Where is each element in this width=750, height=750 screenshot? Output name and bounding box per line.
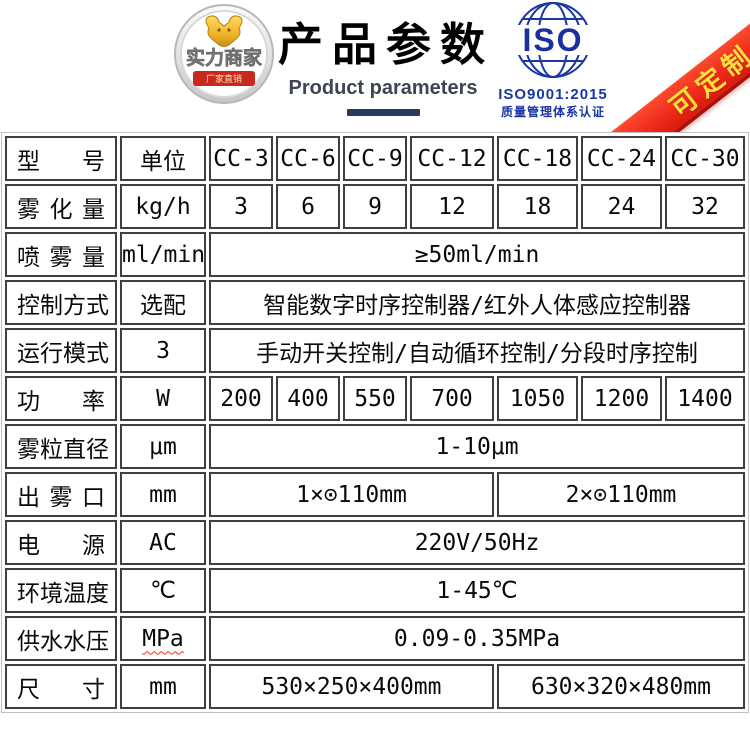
row-unit: MPa <box>120 616 206 661</box>
value-cell: 1200 <box>581 376 662 421</box>
row-label: 型号 <box>5 136 117 181</box>
row-label: 控制方式 <box>5 280 117 325</box>
row-label: 雾粒直径 <box>5 424 117 469</box>
product-spec-table: 型号 单位 CC-3 CC-6 CC-9 CC-12 CC-18 CC-24 C… <box>2 133 748 712</box>
row-unit: W <box>120 376 206 421</box>
value-cell: 32 <box>665 184 745 229</box>
value-cell: 12 <box>410 184 494 229</box>
row-unit: ℃ <box>120 568 206 613</box>
row-unit: mm <box>120 664 206 709</box>
row-unit-mpa: MPa <box>142 625 184 652</box>
row-label: 功率 <box>5 376 117 421</box>
row-model: 型号 单位 CC-3 CC-6 CC-9 CC-12 CC-18 CC-24 C… <box>5 136 745 181</box>
badge-banner-text: 厂家直销 <box>206 73 242 84</box>
value-cell: 400 <box>276 376 340 421</box>
merchant-badge: 实力商家 厂家直销 <box>168 2 280 106</box>
model-cell: CC-24 <box>581 136 662 181</box>
title-block: 产品参数 Product parameters <box>278 8 488 116</box>
value-cell: 9 <box>343 184 407 229</box>
value-cell: 1-45℃ <box>209 568 745 613</box>
row-unit: ml/min <box>120 232 206 277</box>
value-cell: 1050 <box>497 376 578 421</box>
row-unit: AC <box>120 520 206 565</box>
value-cell: 6 <box>276 184 340 229</box>
bull-icon <box>205 15 243 47</box>
row-unit: kg/h <box>120 184 206 229</box>
row-unit: 单位 <box>120 136 206 181</box>
value-cell: 1×⊙110mm <box>209 472 494 517</box>
row-unit: mm <box>120 472 206 517</box>
iso-globe-icon: ISO <box>513 2 593 78</box>
model-cell: CC-3 <box>209 136 273 181</box>
row-operation-mode: 运行模式 3 手动开关控制/自动循环控制/分段时序控制 <box>5 328 745 373</box>
value-cell: 1400 <box>665 376 745 421</box>
title-underline <box>346 109 420 116</box>
value-cell: 630×320×480mm <box>497 664 745 709</box>
iso-standard-text: ISO9001:2015 <box>498 86 608 103</box>
row-unit: 选配 <box>120 280 206 325</box>
row-dimensions: 尺寸 mm 530×250×400mm 630×320×480mm <box>5 664 745 709</box>
row-label: 出雾口 <box>5 472 117 517</box>
row-mist-diameter: 雾粒直径 μm 1-10μm <box>5 424 745 469</box>
row-power: 功率 W 200 400 550 700 1050 1200 1400 <box>5 376 745 421</box>
row-label: 雾化量 <box>5 184 117 229</box>
value-cell: 220V/50Hz <box>209 520 745 565</box>
row-label: 电源 <box>5 520 117 565</box>
model-cell: CC-9 <box>343 136 407 181</box>
page-title: 产品参数 <box>278 19 495 70</box>
medal-icon: 实力商家 厂家直销 <box>174 4 274 104</box>
badge-main-text: 实力商家 <box>186 46 263 69</box>
row-ambient-temperature: 环境温度 ℃ 1-45℃ <box>5 568 745 613</box>
value-cell: 3 <box>209 184 273 229</box>
page-subtitle: Product parameters <box>288 77 478 99</box>
row-mist-outlet: 出雾口 mm 1×⊙110mm 2×⊙110mm <box>5 472 745 517</box>
value-cell: 200 <box>209 376 273 421</box>
value-cell: 550 <box>343 376 407 421</box>
model-cell: CC-12 <box>410 136 494 181</box>
model-cell: CC-18 <box>497 136 578 181</box>
row-label: 喷雾量 <box>5 232 117 277</box>
row-water-pressure: 供水水压 MPa 0.09-0.35MPa <box>5 616 745 661</box>
row-spray-volume: 喷雾量 ml/min ≥50ml/min <box>5 232 745 277</box>
row-control-method: 控制方式 选配 智能数字时序控制器/红外人体感应控制器 <box>5 280 745 325</box>
value-cell: 24 <box>581 184 662 229</box>
iso-certification: ISO ISO9001:2015 质量管理体系认证 <box>494 0 612 120</box>
value-cell: 手动开关控制/自动循环控制/分段时序控制 <box>209 328 745 373</box>
row-label: 尺寸 <box>5 664 117 709</box>
value-cell: 2×⊙110mm <box>497 472 745 517</box>
row-unit: μm <box>120 424 206 469</box>
value-cell: 530×250×400mm <box>209 664 494 709</box>
value-cell: 18 <box>497 184 578 229</box>
value-cell: 1-10μm <box>209 424 745 469</box>
row-atomization: 雾化量 kg/h 3 6 9 12 18 24 32 <box>5 184 745 229</box>
value-cell: 700 <box>410 376 494 421</box>
iso-logo-text: ISO <box>522 22 583 58</box>
value-cell: 0.09-0.35MPa <box>209 616 745 661</box>
iso-cert-text: 质量管理体系认证 <box>500 105 605 119</box>
value-cell: 智能数字时序控制器/红外人体感应控制器 <box>209 280 745 325</box>
header: 实力商家 厂家直销 产品参数 Product parameters ISO IS… <box>0 0 750 168</box>
row-unit: 3 <box>120 328 206 373</box>
value-cell: ≥50ml/min <box>209 232 745 277</box>
model-cell: CC-30 <box>665 136 745 181</box>
model-cell: CC-6 <box>276 136 340 181</box>
row-label: 供水水压 <box>5 616 117 661</box>
ribbon-label: 可定制 <box>664 38 750 123</box>
row-label: 运行模式 <box>5 328 117 373</box>
row-label: 环境温度 <box>5 568 117 613</box>
spec-table-wrapper: 型号 单位 CC-3 CC-6 CC-9 CC-12 CC-18 CC-24 C… <box>1 132 749 713</box>
row-power-supply: 电源 AC 220V/50Hz <box>5 520 745 565</box>
